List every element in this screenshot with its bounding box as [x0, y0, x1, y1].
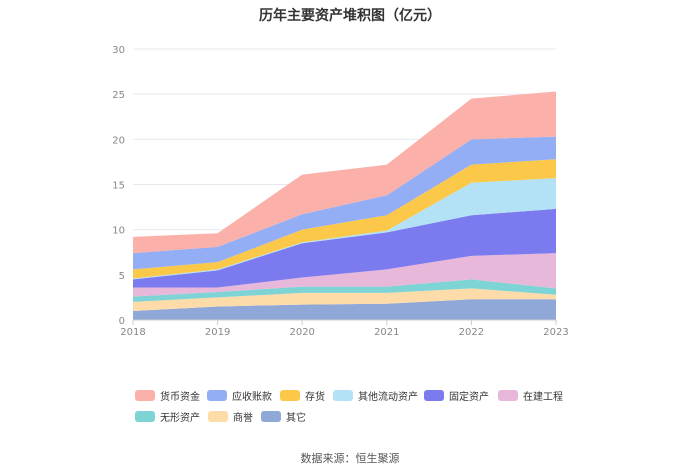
area-series-应收账款: [133, 136, 556, 270]
chart-title: 历年主要资产堆积图（亿元）: [259, 8, 441, 24]
legend-swatch: [261, 411, 281, 422]
legend-item[interactable]: 商誉: [208, 409, 253, 424]
y-tick-label: 25: [112, 90, 125, 101]
y-tick-label: 30: [112, 45, 125, 56]
area-series-在建工程: [133, 253, 556, 297]
axes: 0 5 10 15 20 25 30 2018 2019 2020 2021 2022 2023: [112, 45, 568, 338]
area-series-固定资产: [133, 208, 556, 288]
area-series-存货: [133, 159, 556, 279]
y-tick-label: 10: [112, 226, 125, 237]
legend-label: 商誉: [233, 413, 253, 424]
x-tick-label: 2019: [205, 327, 230, 338]
y-tick-label: 20: [112, 135, 125, 146]
y-tick-label: 5: [119, 271, 125, 282]
legend-label: 无形资产: [160, 413, 200, 424]
x-tick-label: 2022: [459, 327, 484, 338]
data-source: 数据来源：恒生聚源: [300, 452, 400, 465]
y-tick-label: 15: [112, 181, 125, 192]
area-series-其它: [133, 299, 556, 320]
legend-label: 存货: [305, 392, 325, 403]
x-tick-label: 2021: [374, 327, 399, 338]
legend-item[interactable]: 其它: [261, 409, 306, 424]
legend-swatch: [498, 390, 518, 401]
x-tick-label: 2023: [543, 327, 568, 338]
area-series-无形资产: [133, 279, 556, 302]
area-series-商誉: [133, 288, 556, 311]
legend-label: 固定资产: [449, 392, 489, 403]
legend-item[interactable]: 存货: [280, 388, 325, 403]
legend-swatch: [280, 390, 300, 401]
legend-label: 应收账款: [232, 392, 272, 403]
legend-label: 其它: [286, 413, 306, 424]
legend-label: 在建工程: [523, 392, 563, 403]
legend-item[interactable]: 应收账款: [207, 388, 272, 403]
legend-item[interactable]: 其他流动资产: [333, 388, 418, 403]
area-series-货币资金: [133, 91, 556, 254]
area-series: [133, 91, 556, 320]
legend-label: 其他流动资产: [358, 392, 418, 403]
legend-item[interactable]: 在建工程: [498, 388, 563, 403]
legend-item[interactable]: 无形资产: [135, 409, 200, 424]
legend-swatch: [207, 390, 227, 401]
legend-swatch: [135, 411, 155, 422]
legend-swatch: [135, 390, 155, 401]
legend-item[interactable]: 固定资产: [424, 388, 489, 403]
y-tick-label: 0: [119, 316, 125, 327]
legend-swatch: [424, 390, 444, 401]
legend-item[interactable]: 货币资金: [135, 388, 200, 403]
x-tick-label: 2018: [120, 327, 145, 338]
legend-label: 货币资金: [160, 392, 200, 403]
area-series-其他流动资产: [133, 178, 556, 280]
legend-swatch: [333, 390, 353, 401]
legend-swatch: [208, 411, 228, 422]
x-tick-label: 2020: [289, 327, 314, 338]
